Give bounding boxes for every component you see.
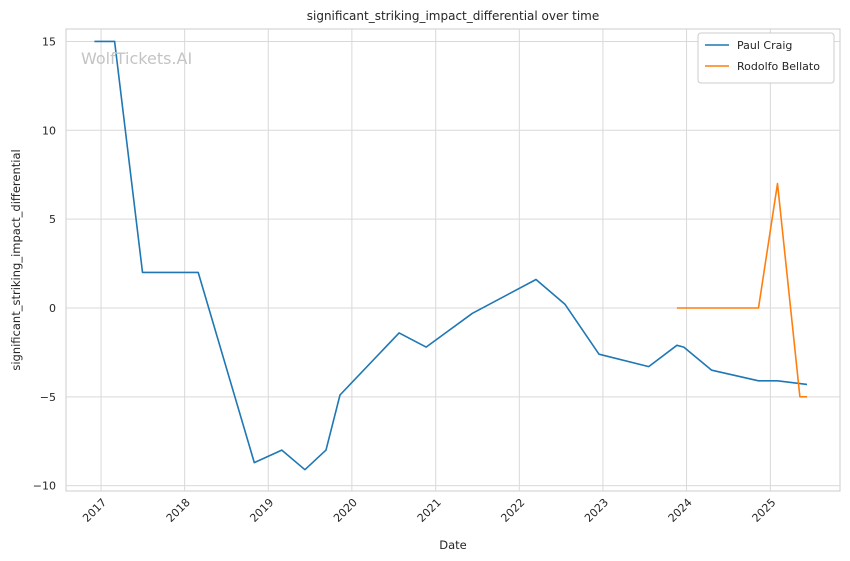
watermark-text: WolfTickets.AI — [81, 49, 192, 68]
x-tick-label: 2019 — [247, 496, 276, 525]
x-axis-title: Date — [439, 538, 467, 552]
x-tick-label: 2018 — [164, 496, 193, 525]
x-tick-label: 2017 — [80, 496, 109, 525]
x-tick-label: 2021 — [415, 496, 444, 525]
y-axis-ticks: −10 −5 0 5 10 15 — [33, 35, 56, 492]
grid-lines — [66, 29, 840, 491]
y-tick-label: 0 — [49, 302, 56, 315]
y-axis-title: significant_striking_impact_differential — [9, 149, 23, 370]
y-tick-label: 10 — [42, 124, 56, 137]
x-tick-label: 2024 — [666, 496, 695, 525]
x-tick-label: 2020 — [331, 496, 360, 525]
series-line-rodolfo-bellato — [676, 182, 807, 398]
y-tick-label: 15 — [42, 35, 56, 48]
legend-label-rodolfo-bellato: Rodolfo Bellato — [737, 60, 820, 73]
plot-area — [65, 28, 841, 492]
x-axis-ticks: 2017 2018 2019 2020 2021 2022 2023 2024 2025 — [80, 496, 778, 525]
x-tick-label: 2023 — [582, 496, 611, 525]
x-tick-label: 2025 — [749, 496, 778, 525]
series-layer — [94, 40, 808, 471]
y-tick-label: −10 — [33, 480, 56, 493]
legend: Paul Craig Rodolfo Bellato — [697, 32, 835, 84]
legend-label-paul-craig: Paul Craig — [737, 39, 792, 52]
y-tick-label: 5 — [49, 213, 56, 226]
y-tick-label: −5 — [40, 391, 56, 404]
chart-title: significant_striking_impact_differential… — [307, 9, 599, 23]
legend-box — [697, 32, 835, 84]
x-tick-label: 2022 — [498, 496, 527, 525]
series-line-paul-craig — [94, 40, 808, 471]
